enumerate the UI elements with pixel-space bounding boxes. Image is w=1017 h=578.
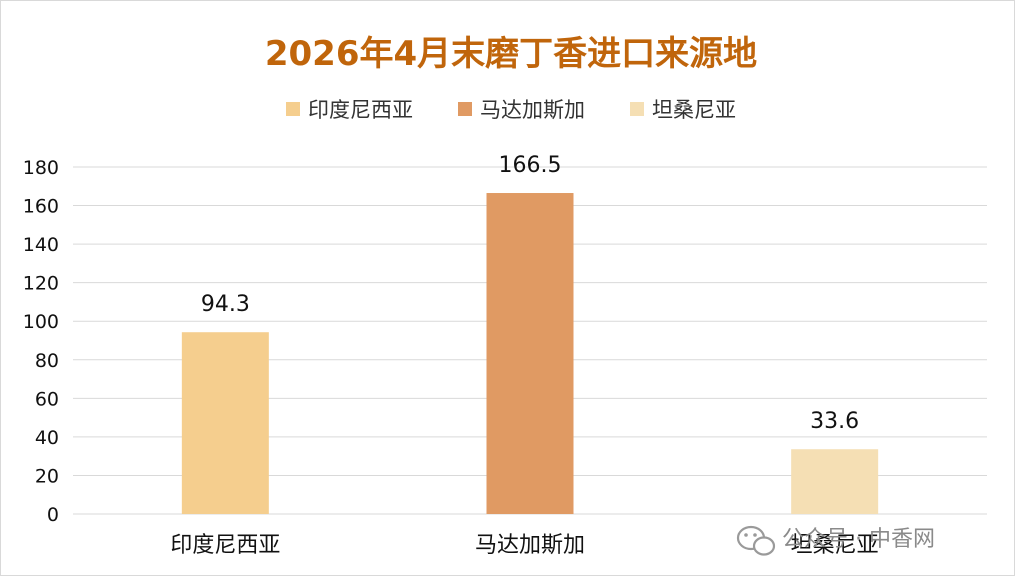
y-tick-label: 80 [35, 350, 59, 372]
legend-item: 坦桑尼亚 [630, 98, 736, 122]
data-label: 33.6 [810, 409, 859, 434]
x-axis: 印度尼西亚 马达加斯加 坦桑尼亚 [170, 533, 878, 558]
legend-item: 印度尼西亚 [286, 98, 413, 122]
bars [181, 193, 879, 514]
watermark-text: 公众号 · 中香网 [782, 527, 935, 552]
y-tick-label: 160 [23, 196, 59, 218]
bar-1 [181, 332, 269, 514]
legend-swatch [458, 102, 472, 116]
legend-label: 印度尼西亚 [308, 98, 413, 122]
legend-swatch [286, 102, 300, 116]
bar-3 [791, 449, 879, 514]
y-tick-label: 60 [35, 388, 59, 410]
y-tick-label: 100 [23, 311, 59, 333]
y-tick-label: 120 [23, 273, 59, 295]
category-label: 坦桑尼亚 [791, 533, 879, 558]
legend-swatch [630, 102, 644, 116]
legend-label: 坦桑尼亚 [652, 98, 736, 122]
category-label: 印度尼西亚 [170, 533, 280, 558]
legend-item: 马达加斯加 [458, 98, 585, 122]
data-label: 166.5 [499, 153, 562, 178]
data-labels: 94.3 166.5 33.6 [201, 153, 859, 434]
bar-2 [486, 193, 574, 514]
y-tick-label: 140 [23, 234, 59, 256]
y-tick-label: 0 [47, 504, 59, 526]
category-label: 马达加斯加 [475, 533, 585, 558]
y-tick-label: 40 [35, 427, 59, 449]
legend-label: 马达加斯加 [480, 98, 585, 122]
y-tick-label: 180 [23, 157, 59, 179]
watermark: 公众号 · 中香网 [736, 525, 935, 556]
y-axis: 0 20 40 60 80 100 120 140 160 180 [23, 157, 59, 526]
chart-title: 2026年4月末磨丁香进口来源地 [265, 34, 757, 74]
wechat-icon [736, 525, 776, 556]
y-tick-label: 20 [35, 465, 59, 487]
legend: 印度尼西亚 马达加斯加 坦桑尼亚 [286, 98, 736, 122]
data-label: 94.3 [201, 292, 250, 317]
